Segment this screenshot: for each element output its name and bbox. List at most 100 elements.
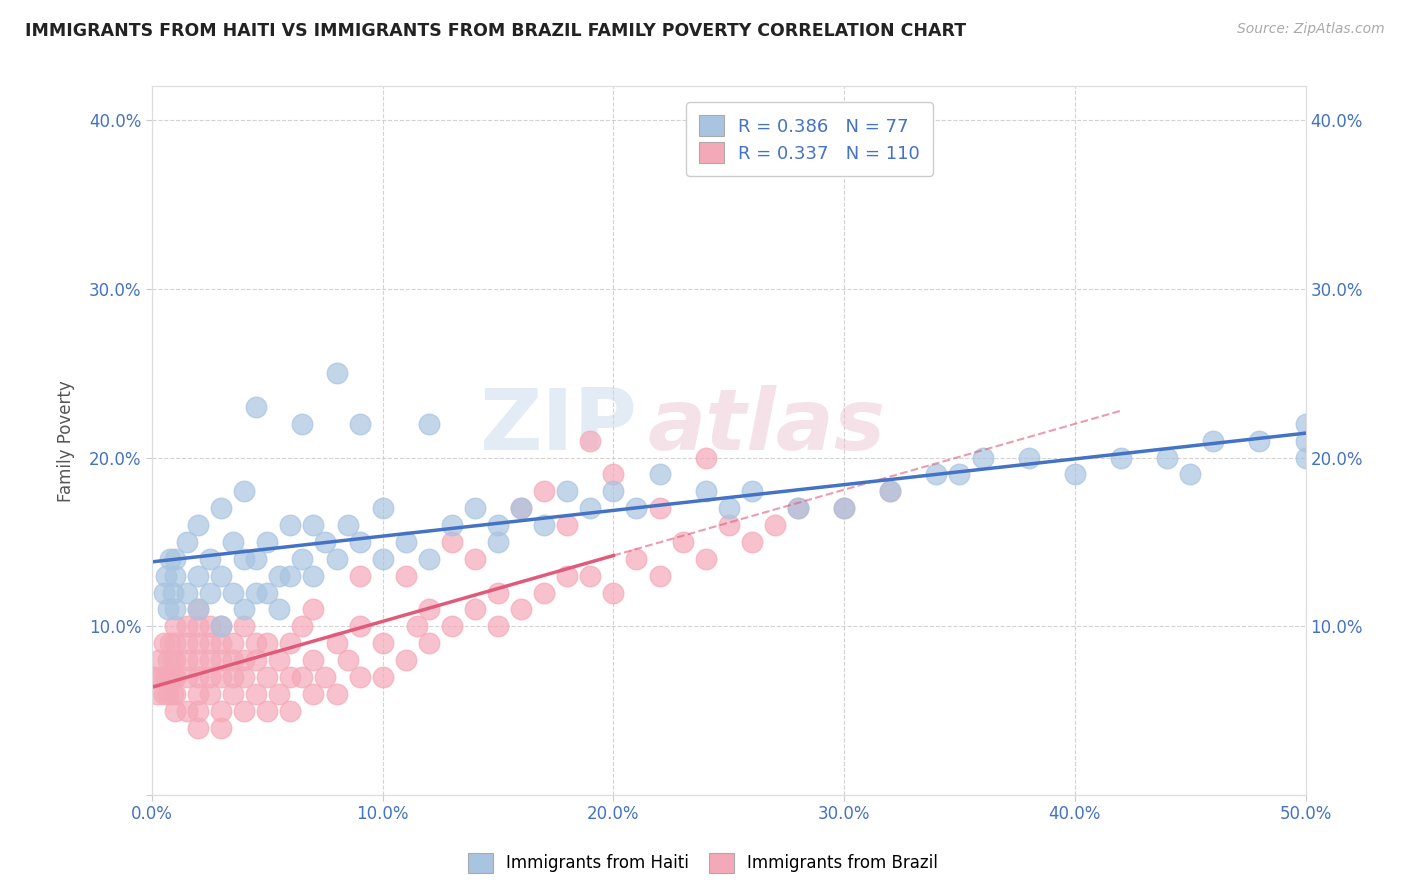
Point: [879, 484, 901, 499]
Point: [695, 484, 717, 499]
Point: [198, 619, 221, 633]
Point: [187, 568, 209, 582]
Point: [222, 653, 245, 667]
Point: [256, 670, 278, 684]
Point: [510, 501, 533, 516]
Point: [159, 551, 181, 566]
Point: [1156, 450, 1178, 465]
Point: [222, 670, 245, 684]
Point: [209, 670, 232, 684]
Point: [1249, 434, 1271, 448]
Point: [440, 619, 463, 633]
Point: [152, 687, 174, 701]
Point: [337, 653, 360, 667]
Point: [222, 535, 245, 549]
Point: [165, 636, 187, 650]
Point: [198, 551, 221, 566]
Point: [464, 551, 486, 566]
Point: [349, 535, 371, 549]
Point: [579, 568, 602, 582]
Y-axis label: Family Poverty: Family Poverty: [58, 380, 75, 501]
Point: [626, 501, 648, 516]
Point: [209, 704, 232, 718]
Point: [717, 501, 740, 516]
Point: [256, 535, 278, 549]
Point: [787, 501, 810, 516]
Point: [209, 501, 232, 516]
Point: [418, 636, 440, 650]
Point: [533, 484, 555, 499]
Point: [159, 670, 181, 684]
Point: [579, 434, 602, 448]
Point: [162, 585, 184, 599]
Point: [371, 501, 394, 516]
Point: [245, 636, 267, 650]
Point: [198, 653, 221, 667]
Point: [291, 619, 314, 633]
Point: [406, 619, 429, 633]
Point: [245, 400, 267, 414]
Point: [1063, 467, 1085, 482]
Point: [418, 417, 440, 431]
Point: [349, 568, 371, 582]
Point: [337, 518, 360, 533]
Point: [152, 636, 174, 650]
Point: [717, 518, 740, 533]
Text: Source: ZipAtlas.com: Source: ZipAtlas.com: [1237, 22, 1385, 37]
Point: [222, 636, 245, 650]
Point: [395, 535, 418, 549]
Point: [1295, 417, 1317, 431]
Point: [209, 619, 232, 633]
Point: [245, 687, 267, 701]
Point: [222, 687, 245, 701]
Point: [741, 535, 763, 549]
Point: [602, 467, 624, 482]
Point: [187, 602, 209, 616]
Point: [602, 585, 624, 599]
Point: [1295, 450, 1317, 465]
Point: [176, 704, 198, 718]
Point: [510, 602, 533, 616]
Point: [325, 551, 347, 566]
Point: [187, 704, 209, 718]
Point: [972, 450, 994, 465]
Point: [464, 602, 486, 616]
Point: [510, 501, 533, 516]
Point: [486, 518, 509, 533]
Point: [267, 687, 290, 701]
Point: [302, 602, 325, 616]
Point: [159, 636, 181, 650]
Point: [648, 568, 671, 582]
Point: [832, 501, 855, 516]
Point: [695, 450, 717, 465]
Point: [440, 518, 463, 533]
Point: [162, 687, 184, 701]
Point: [325, 636, 347, 650]
Point: [165, 551, 187, 566]
Point: [233, 704, 256, 718]
Point: [187, 687, 209, 701]
Point: [486, 585, 509, 599]
Point: [165, 670, 187, 684]
Point: [486, 535, 509, 549]
Point: [555, 484, 578, 499]
Point: [371, 636, 394, 650]
Point: [155, 568, 177, 582]
Point: [395, 653, 418, 667]
Point: [325, 366, 347, 380]
Point: [157, 687, 180, 701]
Point: [198, 670, 221, 684]
Point: [648, 467, 671, 482]
Point: [148, 653, 170, 667]
Point: [187, 518, 209, 533]
Point: [349, 670, 371, 684]
Point: [267, 568, 290, 582]
Point: [162, 653, 184, 667]
Point: [165, 670, 187, 684]
Point: [291, 670, 314, 684]
Point: [165, 653, 187, 667]
Point: [648, 501, 671, 516]
Point: [925, 467, 948, 482]
Point: [787, 501, 810, 516]
Point: [464, 501, 486, 516]
